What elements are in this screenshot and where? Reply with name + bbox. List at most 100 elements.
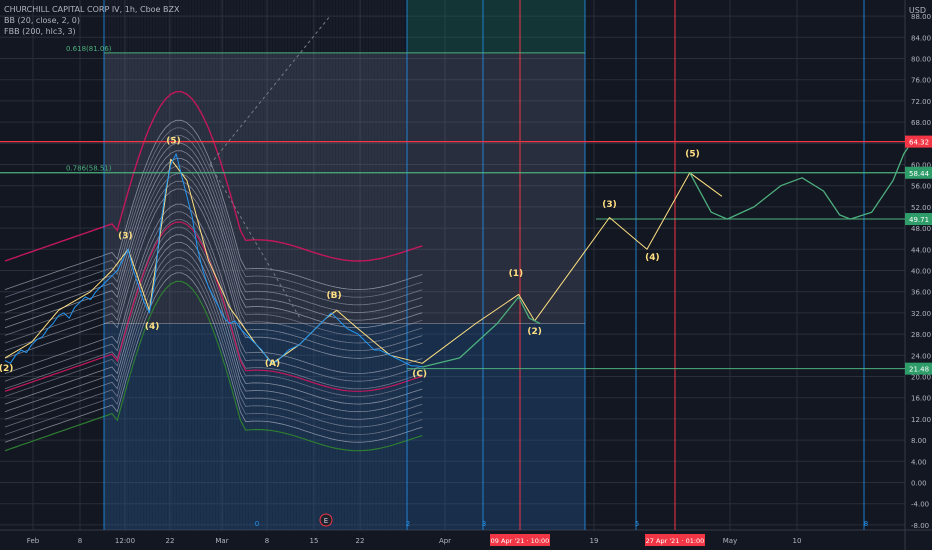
- symbol-title[interactable]: CHURCHILL CAPITAL CORP IV, 1h, Cboe BZX: [4, 5, 180, 14]
- band-upper: [4, 188, 423, 359]
- y-tick-label: 44.00: [911, 246, 931, 254]
- session-number: 5: [635, 520, 639, 528]
- wave-line: [4, 158, 723, 364]
- session-number: 8: [864, 520, 868, 528]
- band-lower: [4, 241, 423, 413]
- price-tag-label: 21.48: [909, 366, 929, 374]
- zone-lower: [104, 323, 585, 530]
- band-upper: [4, 142, 423, 313]
- band-lower: [4, 226, 423, 397]
- y-tick-label: 76.00: [911, 77, 931, 85]
- date-flag-bg: [645, 534, 705, 546]
- session-number: 3: [482, 520, 486, 528]
- y-tick-label: 80.00: [911, 56, 931, 64]
- y-tick-label: 0.00: [911, 480, 927, 488]
- fib-label: 0.618(81.06): [66, 45, 112, 53]
- fib-label: 0.786(58.51): [66, 164, 112, 172]
- band-lower: [4, 257, 423, 428]
- bollinger-bands: [4, 90, 423, 452]
- x-tick-label: 10: [793, 537, 802, 545]
- x-tick-label: Apr: [439, 537, 451, 545]
- price-tag-bg: [905, 213, 932, 226]
- price-tag-bg: [905, 135, 932, 148]
- y-tick-label: 52.00: [911, 204, 931, 212]
- wave-label: (2): [0, 364, 13, 374]
- projection-line: [422, 296, 541, 368]
- x-tick-label: 19: [590, 537, 599, 545]
- currency-label: USD: [908, 6, 926, 15]
- price-tag-bg: [905, 362, 932, 375]
- band-lower: [4, 211, 423, 382]
- band-lower: [4, 203, 423, 374]
- band-lower: [4, 249, 423, 420]
- y-tick-label: 56.00: [911, 183, 931, 191]
- band-lower: [4, 219, 423, 390]
- y-tick-label: 40.00: [911, 268, 931, 276]
- y-tick-label: 16.00: [911, 395, 931, 403]
- wave-label: (1): [509, 269, 524, 279]
- horizontal-levels: 0.618(81.06) 0.786(58.51): [0, 45, 905, 370]
- x-axis[interactable]: Feb 8 12:00 22 Mar 8 15 22 Apr 19 May 10 09 Apr '21 …: [27, 534, 802, 546]
- y-tick-label: 24.00: [911, 352, 931, 360]
- x-tick-label: 12:00: [115, 537, 135, 545]
- y-tick-label: 20.00: [911, 374, 931, 382]
- band-upper: [4, 127, 423, 298]
- band-lower: [4, 272, 423, 443]
- wave-label: (4): [645, 253, 660, 263]
- y-tick-label: 60.00: [911, 162, 931, 170]
- y-tick-label: 48.00: [911, 225, 931, 233]
- y-tick-label: 72.00: [911, 98, 931, 106]
- y-tick-label: 12.00: [911, 416, 931, 424]
- bb-indicator-label[interactable]: BB (20, close, 2, 0): [4, 16, 80, 25]
- wave-label: (A): [265, 359, 280, 369]
- session-number: 0: [255, 520, 259, 528]
- zone-top: [407, 0, 585, 53]
- band-upper: [4, 180, 423, 352]
- band-upper: [4, 135, 423, 306]
- price-tag-label: 49.71: [909, 216, 929, 224]
- x-tick-label: 22: [356, 537, 365, 545]
- x-tick-label: Mar: [215, 537, 228, 545]
- date-flag-label: 09 Apr '21 · 10:00: [491, 537, 550, 545]
- y-tick-label: -4.00: [911, 501, 929, 509]
- series-lines: [4, 137, 916, 368]
- wave-label: (C): [412, 370, 427, 380]
- x-tick-label: 8: [78, 537, 82, 545]
- earnings-marker: [319, 513, 333, 527]
- y-tick-label: 88.00: [911, 13, 931, 21]
- wave-label: (2): [527, 327, 542, 337]
- y-tick-label: 4.00: [911, 458, 927, 466]
- trend-dash: [209, 15, 331, 165]
- price-line: [4, 153, 423, 368]
- wave-labels: (2) (3) (4) (5) (A) (B) (C) (1) (2) (3) (4) (5) E 0 2 3…: [0, 136, 868, 528]
- y-tick-label: 84.00: [911, 34, 931, 42]
- band-upper: [4, 150, 423, 321]
- session-lines: [103, 0, 865, 530]
- wave-label: (5): [685, 150, 700, 160]
- wave-label: (B): [326, 291, 341, 301]
- wave-label: (5): [166, 136, 181, 146]
- x-tick-label: 15: [310, 537, 319, 545]
- y-tick-label: 8.00: [911, 437, 927, 445]
- y-tick-label: -8.00: [911, 522, 929, 530]
- y-tick-label: 28.00: [911, 331, 931, 339]
- wave-label: (3): [118, 232, 133, 242]
- y-tick-label: 68.00: [911, 119, 931, 127]
- session-number: 2: [406, 520, 410, 528]
- price-tag-label: 58.44: [909, 170, 930, 178]
- x-tick-label: 22: [166, 537, 175, 545]
- wave-label: (3): [602, 200, 617, 210]
- y-tick-label: 36.00: [911, 289, 931, 297]
- band-upper: [4, 173, 423, 344]
- zone-upper: [104, 52, 585, 324]
- date-flag-bg: [490, 534, 550, 546]
- date-flag-label: 27 Apr '21 · 01:00: [646, 537, 705, 545]
- fbb-indicator-label[interactable]: FBB (200, hlc3, 3): [4, 27, 76, 36]
- y-axis[interactable]: -8.00 -4.00 0.00 4.00 8.00 12.00 16.00 20.00 24.…: [905, 13, 932, 530]
- band-upper: [4, 158, 423, 329]
- projection-line: [689, 137, 916, 220]
- x-tick-label: May: [723, 537, 737, 545]
- x-tick-label: 8: [265, 537, 269, 545]
